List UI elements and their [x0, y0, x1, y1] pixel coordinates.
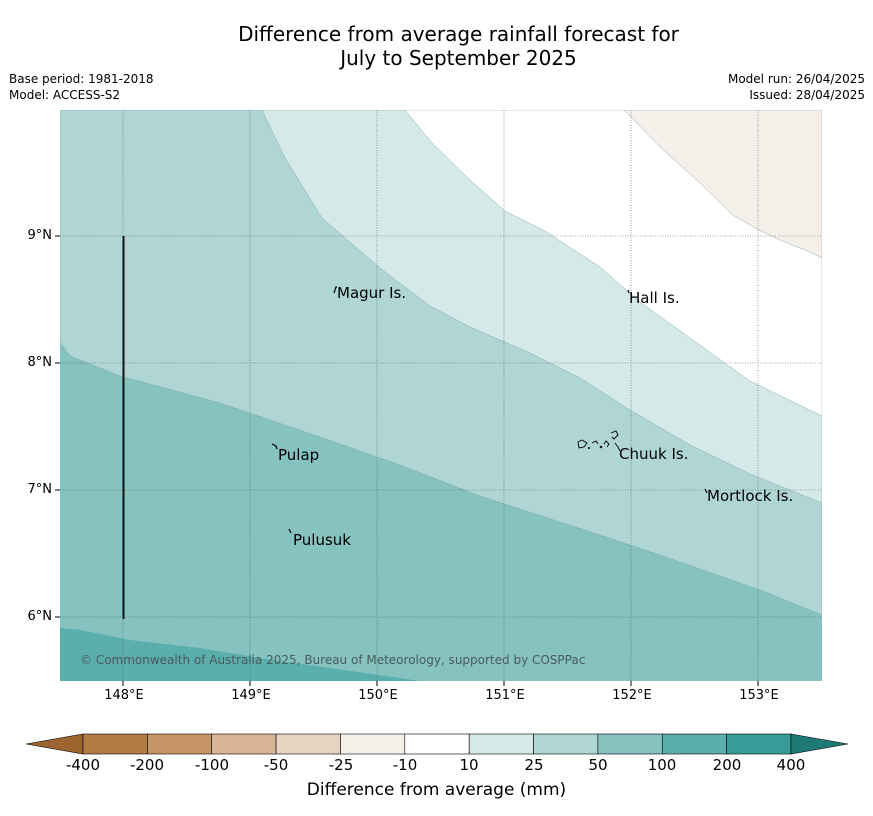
colorbar-segment — [147, 733, 213, 755]
place-label: Chuuk Is. — [619, 445, 688, 463]
colorbar — [25, 733, 849, 755]
place-label: Magur Is. — [337, 284, 406, 302]
lon-label: 149°E — [231, 688, 271, 703]
place-label: Hall Is. — [629, 289, 680, 307]
magur-island-mark — [333, 286, 337, 294]
pulusuk-island-mark — [288, 528, 292, 534]
lat-label: 8°N — [27, 355, 53, 370]
colorbar-segment — [468, 733, 534, 755]
colorbar-tick: -10 — [392, 756, 418, 774]
lon-label: 153°E — [739, 688, 779, 703]
base-period: Base period: 1981-2018 — [9, 72, 154, 86]
title-line-2: July to September 2025 — [340, 46, 577, 70]
lon-label: 152°E — [612, 688, 652, 703]
colorbar-segment — [533, 733, 599, 755]
issued-date: Issued: 28/04/2025 — [749, 88, 865, 102]
lon-label: 150°E — [358, 688, 398, 703]
graticule — [60, 110, 822, 681]
model-name: Model: ACCESS-S2 — [9, 88, 121, 102]
lat-label: 6°N — [27, 609, 53, 624]
colorbar-segment — [597, 733, 663, 755]
colorbar-tick: -200 — [129, 756, 165, 774]
colorbar-segment — [726, 733, 792, 755]
meta-right: Model run: 26/04/2025 Issued: 28/04/2025 — [728, 71, 865, 103]
colorbar-segment — [340, 733, 406, 755]
title-line-1: Difference from average rainfall forecas… — [238, 22, 679, 46]
colorbar-label: Difference from average (mm) — [306, 780, 567, 800]
place-label: Pulusuk — [293, 531, 351, 549]
meta-left: Base period: 1981-2018 Model: ACCESS-S2 — [9, 71, 154, 103]
colorbar-tick: -25 — [328, 756, 354, 774]
hall-island-mark — [627, 289, 630, 294]
axis-ticks — [55, 235, 759, 686]
lon-label: 151°E — [485, 688, 525, 703]
copyright-notice: © Commonwealth of Australia 2025, Bureau… — [80, 653, 586, 667]
colorbar-tick: -100 — [194, 756, 230, 774]
lat-label: 9°N — [27, 228, 53, 243]
lon-label: 148°E — [104, 688, 144, 703]
island-marks — [271, 286, 708, 534]
colorbar-tick: 10 — [459, 756, 479, 774]
pulap-island-mark — [271, 443, 278, 450]
colorbar-tick: -50 — [263, 756, 289, 774]
colorbar-tick: 100 — [647, 756, 677, 774]
colorbar-segment — [404, 733, 470, 755]
model-run: Model run: 26/04/2025 — [727, 72, 865, 86]
colorbar-tick: 25 — [524, 756, 544, 774]
map-title: Difference from average rainfall forecas… — [0, 22, 873, 70]
band-minus25-minus10 — [623, 110, 822, 259]
colorbar-tick: -400 — [65, 756, 101, 774]
band-100-200 — [60, 628, 420, 681]
colorbar-tick: 200 — [712, 756, 742, 774]
colorbar-segment — [211, 733, 277, 755]
colorbar-segment — [82, 733, 148, 755]
place-label: Pulap — [278, 446, 319, 464]
chuuk-lagoon-mark — [577, 430, 621, 452]
place-label: Mortlock Is. — [707, 487, 793, 505]
colorbar-segment — [661, 733, 727, 755]
mortlock-island-mark — [704, 488, 708, 494]
colorbar-tick: 50 — [588, 756, 608, 774]
rainfall-map: Magur Is. Hall Is. Pulap Chuuk Is. Mortl… — [55, 110, 822, 686]
colorbar-extend-high — [790, 733, 849, 755]
lat-label: 7°N — [27, 482, 53, 497]
colorbar-extend-low — [25, 733, 84, 755]
colorbar-tick: 400 — [776, 756, 806, 774]
colorbar-segment — [275, 733, 341, 755]
